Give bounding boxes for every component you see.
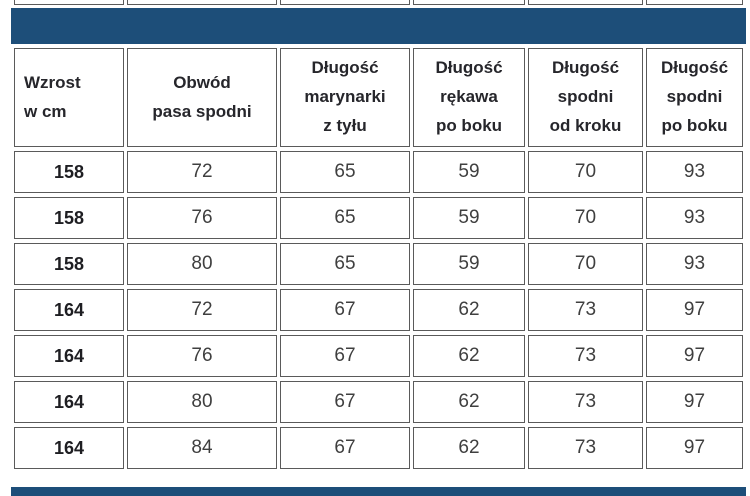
header-row: Wzrost w cm Obwód pasa spodni Długość ma… (14, 48, 743, 147)
size-table-header: Wzrost w cm Obwód pasa spodni Długość ma… (14, 48, 743, 147)
cell-value: 97 (646, 427, 743, 469)
table-row: 158 80 65 59 70 93 (14, 243, 743, 285)
cell-value: 62 (413, 335, 525, 377)
cell-wzrost: 164 (14, 427, 124, 469)
cell-value: 76 (127, 335, 277, 377)
cell-value: 70 (528, 151, 643, 193)
previous-table-cell (646, 0, 743, 5)
cell-value: 59 (413, 243, 525, 285)
cell-value: 72 (127, 151, 277, 193)
size-table: Wzrost w cm Obwód pasa spodni Długość ma… (11, 44, 746, 473)
table-row: 164 72 67 62 73 97 (14, 289, 743, 331)
cell-wzrost: 164 (14, 335, 124, 377)
cell-wzrost: 158 (14, 151, 124, 193)
previous-table-cell (127, 0, 277, 5)
previous-table-cell (280, 0, 410, 5)
column-header-dlugosc-marynarki: Długość marynarki z tyłu (280, 48, 410, 147)
cell-value: 73 (528, 381, 643, 423)
cell-value: 70 (528, 243, 643, 285)
cell-value: 93 (646, 197, 743, 239)
cell-value: 62 (413, 289, 525, 331)
cell-value: 67 (280, 381, 410, 423)
cell-value: 65 (280, 197, 410, 239)
table-title-bar: Garnitury młodzieżowe wzrost 158-164 (11, 8, 746, 72)
cell-value: 73 (528, 427, 643, 469)
column-header-dlugosc-spodni-od-kroku: Długość spodni od kroku (528, 48, 643, 147)
table-row: 164 84 67 62 73 97 (14, 427, 743, 469)
previous-table-cell (413, 0, 525, 5)
cell-value: 97 (646, 289, 743, 331)
cell-value: 80 (127, 381, 277, 423)
size-table-body: 158 72 65 59 70 93 158 76 65 59 70 93 15… (14, 151, 743, 469)
cell-value: 84 (127, 427, 277, 469)
cell-value: 65 (280, 151, 410, 193)
cell-wzrost: 158 (14, 197, 124, 239)
cell-value: 67 (280, 427, 410, 469)
previous-table-bottom-edge (14, 0, 743, 5)
cell-value: 59 (413, 151, 525, 193)
cell-value: 67 (280, 289, 410, 331)
cell-value: 80 (127, 243, 277, 285)
column-header-wzrost: Wzrost w cm (14, 48, 124, 147)
cell-value: 93 (646, 243, 743, 285)
cell-value: 93 (646, 151, 743, 193)
cell-wzrost: 164 (14, 381, 124, 423)
cell-wzrost: 158 (14, 243, 124, 285)
cell-value: 72 (127, 289, 277, 331)
column-header-dlugosc-spodni-po-boku: Długość spodni po boku (646, 48, 743, 147)
previous-table-cell (14, 0, 124, 5)
cell-value: 97 (646, 335, 743, 377)
cell-value: 76 (127, 197, 277, 239)
table-row: 164 80 67 62 73 97 (14, 381, 743, 423)
cell-value: 70 (528, 197, 643, 239)
cell-value: 73 (528, 289, 643, 331)
cell-value: 62 (413, 381, 525, 423)
table-row: 158 76 65 59 70 93 (14, 197, 743, 239)
column-header-obwod-pasa: Obwód pasa spodni (127, 48, 277, 147)
cell-value: 62 (413, 427, 525, 469)
cell-value: 59 (413, 197, 525, 239)
cell-wzrost: 164 (14, 289, 124, 331)
table-row: 158 72 65 59 70 93 (14, 151, 743, 193)
cell-value: 67 (280, 335, 410, 377)
previous-table-cell (528, 0, 643, 5)
next-table-title-bar-edge (11, 487, 746, 496)
cell-value: 73 (528, 335, 643, 377)
cell-value: 65 (280, 243, 410, 285)
cell-value: 97 (646, 381, 743, 423)
column-header-dlugosc-rekawa: Długość rękawa po boku (413, 48, 525, 147)
table-row: 164 76 67 62 73 97 (14, 335, 743, 377)
